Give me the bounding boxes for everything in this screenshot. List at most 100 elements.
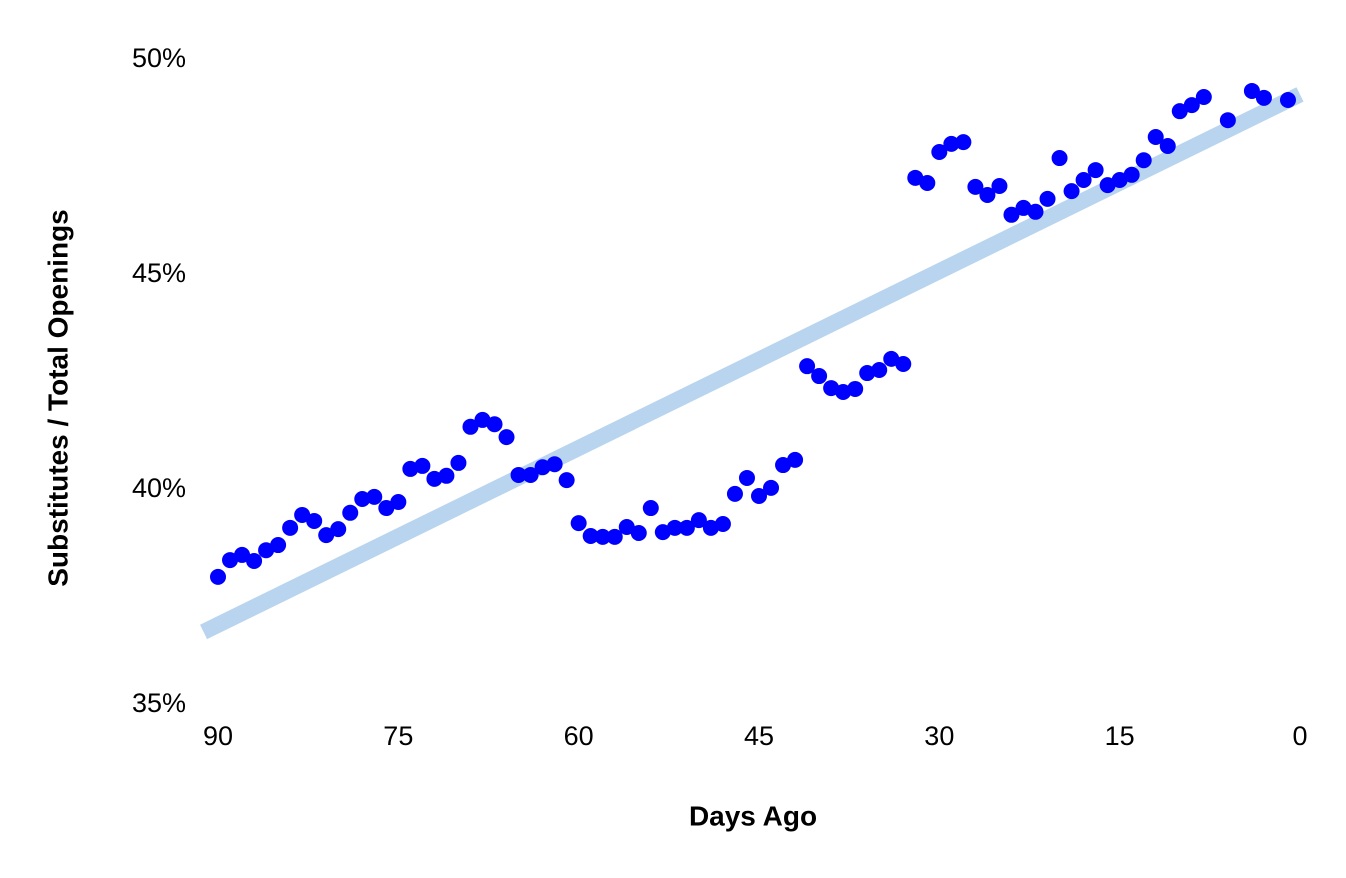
- scatter-point: [330, 521, 347, 538]
- scatter-point: [919, 174, 936, 191]
- scatter-point: [726, 485, 743, 502]
- scatter-point: [294, 506, 311, 523]
- scatter-point: [342, 504, 359, 521]
- scatter-point: [246, 552, 263, 569]
- scatter-point: [366, 488, 383, 505]
- scatter-point: [967, 178, 984, 195]
- scatter-point: [751, 488, 767, 505]
- scatter-point: [678, 519, 695, 536]
- scatter-point: [1039, 190, 1056, 207]
- scatter-point: [582, 528, 599, 545]
- scatter-point: [474, 411, 491, 428]
- scatter-point: [775, 457, 792, 474]
- scatter-point: [883, 350, 900, 367]
- scatter-point: [714, 515, 731, 532]
- scatter-point: [546, 456, 563, 473]
- x-tick-label: 45: [744, 721, 774, 751]
- scatter-point: [943, 135, 960, 152]
- scatter-point: [558, 472, 575, 489]
- scatter-point: [450, 454, 467, 471]
- scatter-point: [642, 500, 659, 517]
- scatter-point: [1279, 91, 1296, 108]
- scatter-point: [486, 416, 503, 433]
- y-tick-label: 40%: [132, 473, 186, 503]
- scatter-point: [438, 467, 455, 484]
- scatter-point: [426, 470, 443, 487]
- scatter-point: [859, 365, 876, 382]
- scatter-point: [354, 491, 371, 508]
- x-tick-label: 60: [564, 721, 594, 751]
- scatter-point: [1255, 89, 1272, 106]
- scatter-point: [306, 512, 323, 529]
- scatter-point: [1135, 152, 1152, 169]
- scatter-point: [763, 479, 780, 496]
- scatter-point: [787, 451, 804, 468]
- scatter-point: [318, 527, 335, 544]
- scatter-point: [630, 525, 647, 541]
- x-tick-label: 15: [1105, 721, 1135, 751]
- scatter-point: [811, 368, 828, 385]
- x-tick-label: 0: [1292, 721, 1307, 751]
- scatter-point: [931, 144, 948, 161]
- scatter-point: [1015, 199, 1032, 216]
- scatter-point: [835, 383, 852, 400]
- scatter-point: [955, 134, 972, 151]
- scatter-point: [1003, 206, 1020, 223]
- scatter-point: [570, 515, 587, 532]
- scatter-point: [907, 169, 924, 186]
- scatter-point: [606, 528, 623, 545]
- scatter-point: [1171, 103, 1188, 120]
- scatter-point: [895, 356, 912, 373]
- scatter-point: [979, 187, 996, 204]
- scatter-point: [234, 546, 251, 563]
- scatter-point: [258, 542, 275, 559]
- scatter-point: [270, 537, 287, 554]
- scatter-point: [378, 500, 395, 517]
- scatter-point: [799, 358, 816, 375]
- scatter-point: [823, 380, 840, 397]
- scatter-point: [462, 418, 479, 435]
- scatter-point: [1087, 162, 1104, 179]
- scatter-point: [402, 460, 419, 477]
- scatter-point: [618, 518, 635, 535]
- x-tick-label: 90: [203, 721, 233, 751]
- scatter-point: [654, 524, 671, 541]
- y-tick-label: 35%: [132, 688, 186, 718]
- scatter-point: [702, 519, 719, 536]
- y-tick-label: 50%: [132, 43, 186, 73]
- scatter-point: [1051, 150, 1068, 167]
- scatter-point: [390, 494, 407, 511]
- scatter-point: [1111, 171, 1128, 188]
- scatter-point: [510, 466, 527, 483]
- scatter-point: [498, 429, 515, 446]
- y-axis-title: Substitutes / Total Openings: [42, 209, 73, 587]
- scatter-point: [1195, 88, 1212, 105]
- scatter-point: [210, 568, 226, 585]
- scatter-point: [1099, 177, 1116, 194]
- scatter-point: [1183, 97, 1200, 114]
- scatter-point: [1159, 138, 1176, 154]
- scatter-point: [414, 457, 431, 474]
- scatter-point: [1147, 128, 1164, 145]
- scatter-point: [991, 177, 1008, 194]
- scatter-point: [594, 528, 611, 545]
- scatter-point: [1075, 171, 1092, 188]
- scatter-point: [534, 459, 551, 476]
- x-tick-label: 30: [924, 721, 954, 751]
- scatter-point: [1219, 112, 1236, 129]
- scatter-point: [522, 466, 539, 483]
- scatter-point: [1243, 82, 1260, 99]
- scatter-point: [738, 469, 755, 486]
- scatter-point: [1063, 183, 1080, 200]
- scatter-point: [847, 380, 864, 397]
- scatter-point: [1123, 166, 1140, 183]
- scatter-point: [666, 519, 683, 536]
- scatter-point: [690, 512, 707, 529]
- scatter-point: [222, 552, 239, 569]
- scatter-point: [1027, 203, 1044, 220]
- x-axis-title: Days Ago: [689, 800, 817, 831]
- scatter-point: [282, 519, 299, 536]
- x-tick-label: 75: [383, 721, 413, 751]
